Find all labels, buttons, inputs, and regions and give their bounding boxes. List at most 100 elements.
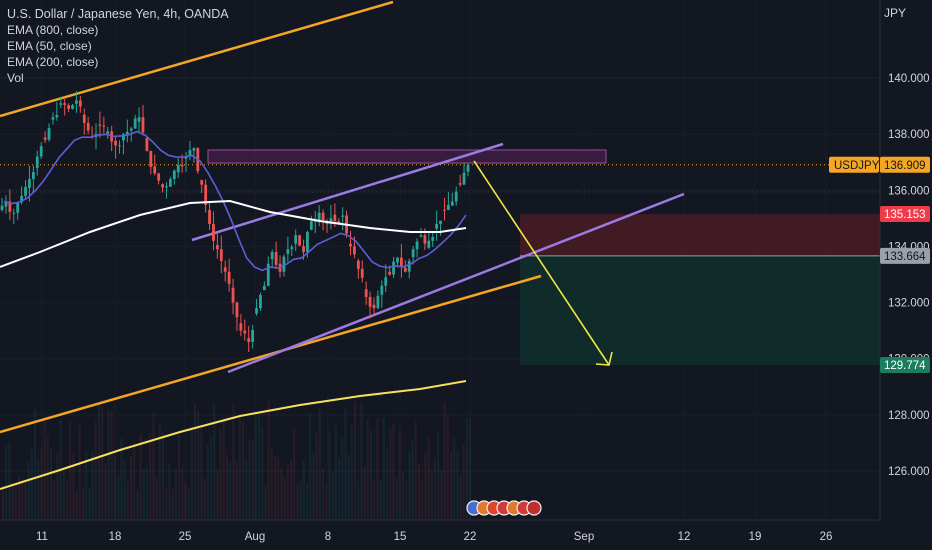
candle-body bbox=[235, 302, 239, 318]
volume-bar bbox=[110, 411, 113, 520]
candle-body bbox=[86, 122, 90, 131]
trend-lines bbox=[0, 0, 880, 434]
symbol-title[interactable]: U.S. Dollar / Japanese Yen, 4h, OANDA bbox=[7, 7, 229, 21]
volume-bar bbox=[190, 426, 193, 520]
volume-bar bbox=[210, 437, 212, 520]
volume-bar bbox=[341, 438, 344, 520]
volume-bar bbox=[370, 430, 372, 520]
candle-body bbox=[286, 249, 290, 254]
volume-bar bbox=[8, 442, 11, 520]
candle-body bbox=[325, 222, 329, 224]
volume-bar bbox=[267, 400, 270, 520]
volume-bar bbox=[360, 402, 363, 520]
volume-bar bbox=[248, 439, 251, 520]
indicator-ema800[interactable]: EMA (800, close) bbox=[7, 23, 99, 37]
current-price-tag: 136.909 bbox=[884, 160, 926, 172]
candle-body bbox=[215, 245, 219, 250]
volume-bar bbox=[363, 466, 366, 520]
time-tick-label: 19 bbox=[749, 531, 762, 543]
volume-bar bbox=[149, 432, 152, 520]
volume-bar bbox=[162, 431, 164, 520]
volume-bar bbox=[274, 455, 276, 520]
volume-bar bbox=[309, 414, 312, 520]
volume-bar bbox=[325, 484, 328, 520]
candle-body bbox=[372, 304, 376, 309]
volume-bar bbox=[283, 476, 286, 520]
volume-bars bbox=[2, 400, 472, 520]
volume-bar bbox=[443, 402, 446, 520]
candle-body bbox=[188, 149, 192, 157]
candle-body bbox=[63, 103, 67, 105]
time-axis[interactable]: 11 18 25 Aug 8 15 22 Sep 12 19 26 bbox=[36, 531, 832, 543]
volume-bar bbox=[437, 430, 440, 520]
target-price-tag: 129.774 bbox=[884, 360, 926, 372]
volume-bar bbox=[216, 469, 219, 520]
volume-bar bbox=[306, 482, 308, 520]
candle-body bbox=[243, 330, 247, 334]
candle-body bbox=[349, 243, 352, 247]
volume-bar bbox=[53, 480, 56, 520]
candle-body bbox=[274, 252, 278, 265]
volume-bar bbox=[40, 448, 43, 520]
candle-body bbox=[192, 148, 196, 151]
volume-bar bbox=[27, 461, 30, 520]
volume-bar bbox=[456, 451, 459, 520]
volume-bar bbox=[181, 467, 184, 520]
chart-legend: U.S. Dollar / Japanese Yen, 4h, OANDA EM… bbox=[7, 6, 229, 86]
volume-bar bbox=[155, 477, 158, 520]
volume-bar bbox=[408, 451, 411, 520]
candle-body bbox=[450, 201, 454, 206]
ema-lines bbox=[0, 130, 467, 490]
resistance-box bbox=[207, 149, 607, 164]
volume-bar bbox=[235, 461, 238, 520]
volume-bar bbox=[152, 414, 155, 520]
event-flags[interactable] bbox=[466, 500, 542, 516]
candle-body bbox=[302, 246, 305, 253]
candle-body bbox=[364, 289, 368, 297]
indicator-ema200[interactable]: EMA (200, close) bbox=[7, 55, 99, 69]
volume-bar bbox=[34, 409, 36, 520]
volume-bar bbox=[421, 479, 424, 520]
volume-bar bbox=[312, 453, 315, 520]
candle-body bbox=[458, 183, 462, 185]
volume-bar bbox=[411, 440, 414, 520]
volume-bar bbox=[213, 402, 216, 520]
volume-bar bbox=[402, 471, 404, 520]
candle-body bbox=[55, 115, 59, 118]
volume-bar bbox=[24, 480, 27, 520]
time-tick-label: 12 bbox=[678, 531, 691, 543]
candle-body bbox=[341, 215, 345, 217]
candle-body bbox=[247, 338, 251, 342]
volume-bar bbox=[229, 461, 232, 520]
indicator-ema50[interactable]: EMA (50, close) bbox=[7, 39, 92, 53]
indicator-vol[interactable]: Vol bbox=[7, 71, 24, 85]
volume-bar bbox=[88, 488, 91, 520]
price-tags: USDJPY 136.909 135.153 133.664 129.774 bbox=[829, 156, 930, 374]
volume-bar bbox=[277, 457, 280, 520]
candle-body bbox=[133, 118, 137, 129]
price-tick-label: 140.000 bbox=[888, 73, 930, 85]
candle-body bbox=[184, 156, 188, 159]
volume-bar bbox=[78, 424, 81, 520]
candle-body bbox=[356, 260, 360, 269]
volume-bar bbox=[50, 448, 52, 520]
price-tick-label: 132.000 bbox=[888, 298, 930, 310]
candle-body bbox=[270, 252, 274, 260]
volume-bar bbox=[5, 445, 8, 520]
volume-bar bbox=[123, 458, 126, 520]
candle-body bbox=[239, 323, 243, 331]
volume-bar bbox=[242, 421, 244, 520]
candle-body bbox=[403, 267, 407, 272]
candle-body bbox=[388, 271, 392, 275]
candle-body bbox=[399, 257, 403, 267]
volume-bar bbox=[334, 425, 337, 520]
grid bbox=[0, 0, 880, 520]
time-tick-label: Aug bbox=[245, 531, 265, 543]
candle-body bbox=[8, 201, 12, 212]
volume-bar bbox=[453, 437, 456, 520]
candle-body bbox=[122, 134, 125, 141]
volume-bar bbox=[165, 488, 168, 520]
volume-bar bbox=[322, 467, 324, 520]
candle-body bbox=[4, 201, 8, 207]
